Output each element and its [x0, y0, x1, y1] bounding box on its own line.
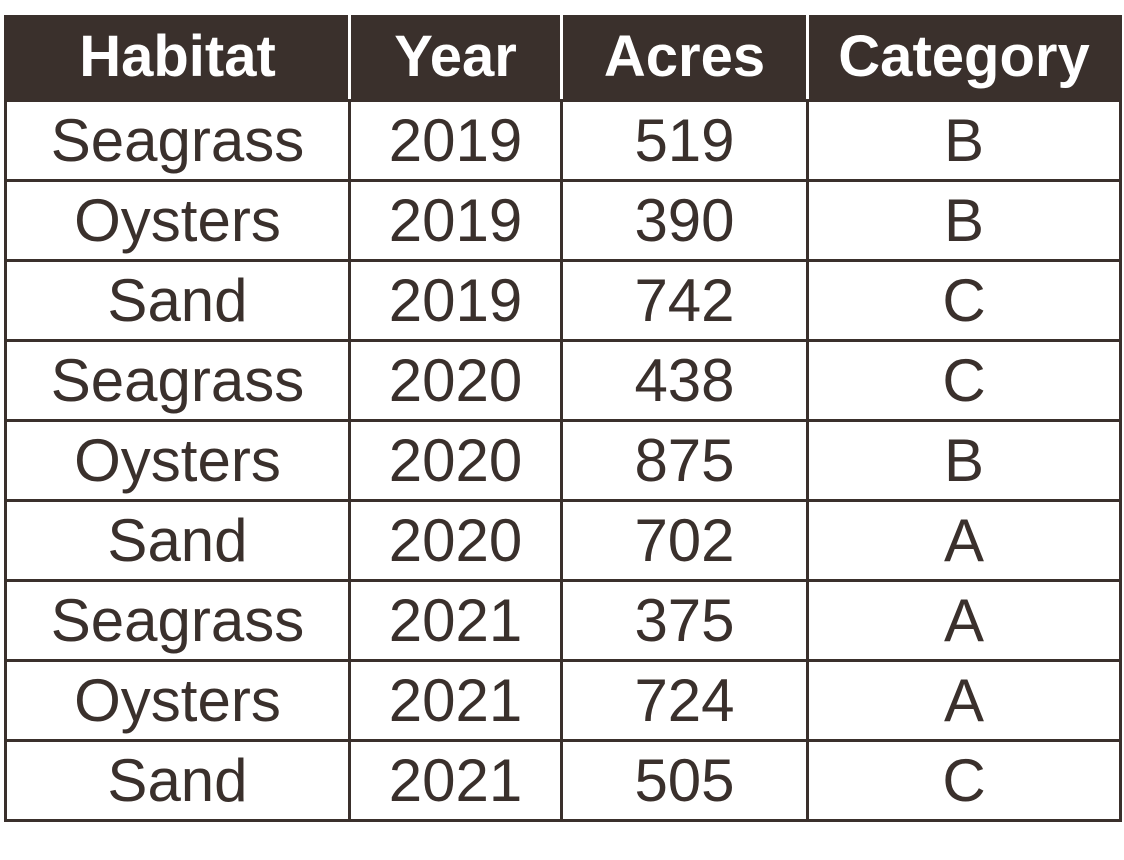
cell-habitat: Oysters [4, 419, 351, 502]
habitat-acres-table: Habitat Year Acres Category Seagrass 201… [4, 15, 1122, 822]
cell-year: 2020 [348, 499, 563, 582]
cell-year: 2019 [348, 179, 563, 262]
cell-acres: 375 [560, 579, 809, 662]
cell-acres: 702 [560, 499, 809, 582]
cell-year: 2020 [348, 419, 563, 502]
cell-category: C [806, 739, 1122, 822]
cell-category: B [806, 99, 1122, 182]
cell-acres: 519 [560, 99, 809, 182]
cell-habitat: Seagrass [4, 99, 351, 182]
table-row: Oysters 2019 390 B [4, 179, 1122, 262]
table-row: Sand 2019 742 C [4, 259, 1122, 342]
cell-category: A [806, 579, 1122, 662]
table-header: Habitat Year Acres Category [4, 15, 1122, 102]
cell-year: 2021 [348, 579, 563, 662]
cell-habitat: Oysters [4, 179, 351, 262]
cell-acres: 390 [560, 179, 809, 262]
cell-habitat: Sand [4, 259, 351, 342]
table-row: Oysters 2020 875 B [4, 419, 1122, 502]
cell-habitat: Oysters [4, 659, 351, 742]
cell-acres: 875 [560, 419, 809, 502]
header-year: Year [348, 15, 563, 102]
cell-acres: 438 [560, 339, 809, 422]
cell-year: 2019 [348, 259, 563, 342]
cell-habitat: Seagrass [4, 579, 351, 662]
table-row: Seagrass 2020 438 C [4, 339, 1122, 422]
cell-year: 2019 [348, 99, 563, 182]
cell-year: 2021 [348, 739, 563, 822]
cell-category: A [806, 499, 1122, 582]
table-row: Seagrass 2019 519 B [4, 99, 1122, 182]
cell-category: A [806, 659, 1122, 742]
cell-habitat: Seagrass [4, 339, 351, 422]
header-row: Habitat Year Acres Category [4, 15, 1122, 102]
cell-category: B [806, 179, 1122, 262]
table-row: Sand 2020 702 A [4, 499, 1122, 582]
table-row: Sand 2021 505 C [4, 739, 1122, 822]
header-category: Category [806, 15, 1122, 102]
header-acres: Acres [560, 15, 809, 102]
table-row: Seagrass 2021 375 A [4, 579, 1122, 662]
cell-habitat: Sand [4, 499, 351, 582]
cell-year: 2020 [348, 339, 563, 422]
cell-year: 2021 [348, 659, 563, 742]
cell-category: C [806, 259, 1122, 342]
cell-category: C [806, 339, 1122, 422]
cell-habitat: Sand [4, 739, 351, 822]
cell-category: B [806, 419, 1122, 502]
header-habitat: Habitat [4, 15, 351, 102]
cell-acres: 505 [560, 739, 809, 822]
cell-acres: 724 [560, 659, 809, 742]
table-body: Seagrass 2019 519 B Oysters 2019 390 B S… [4, 99, 1122, 822]
table-row: Oysters 2021 724 A [4, 659, 1122, 742]
cell-acres: 742 [560, 259, 809, 342]
